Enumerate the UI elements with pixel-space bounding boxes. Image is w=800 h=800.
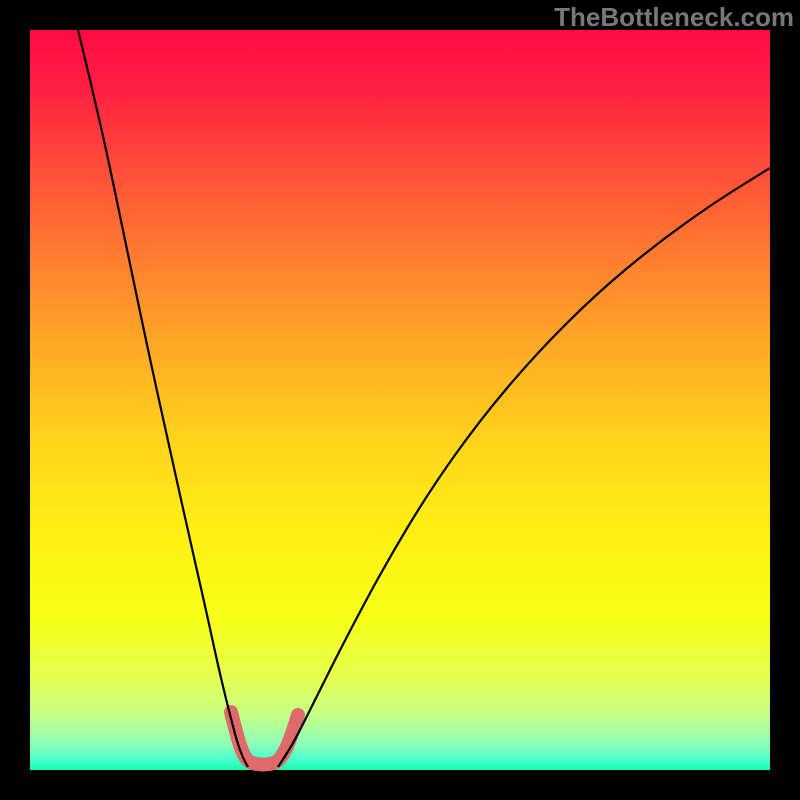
bottleneck-chart [0, 0, 800, 800]
watermark-text: TheBottleneck.com [554, 2, 794, 33]
plot-background [30, 30, 770, 770]
